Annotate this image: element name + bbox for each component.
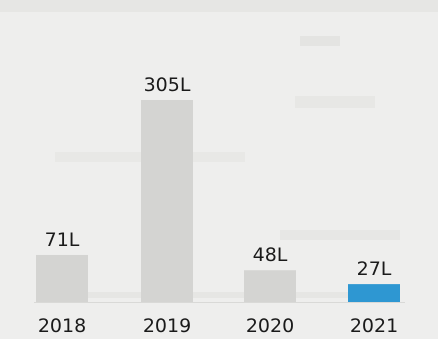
x-tick-label-2019: 2019 <box>143 315 191 337</box>
x-tick-label-2021: 2021 <box>350 315 398 337</box>
data-label-2019: 305L <box>144 74 191 96</box>
x-tick-label-2020: 2020 <box>246 315 294 337</box>
bar-2018 <box>36 254 88 302</box>
data-label-2020: 48L <box>253 244 288 266</box>
bar-2020 <box>244 270 296 302</box>
bar-2019 <box>141 100 193 302</box>
data-label-2018: 71L <box>45 229 80 251</box>
data-label-2021: 27L <box>357 258 392 280</box>
x-tick-label-2018: 2018 <box>38 315 86 337</box>
bar-2021 <box>348 284 400 302</box>
